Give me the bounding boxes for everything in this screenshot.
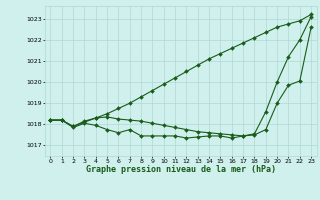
X-axis label: Graphe pression niveau de la mer (hPa): Graphe pression niveau de la mer (hPa) — [86, 165, 276, 174]
